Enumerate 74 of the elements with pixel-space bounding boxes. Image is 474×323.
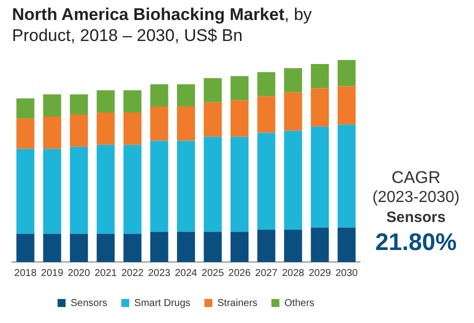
bar (70, 114, 88, 147)
bar (177, 106, 195, 141)
bar (96, 90, 115, 113)
bar (284, 92, 302, 131)
bar (338, 228, 356, 262)
bar (16, 148, 34, 234)
bar (284, 68, 302, 92)
bar (230, 100, 249, 137)
bar (43, 234, 62, 262)
legend-label: Sensors (70, 298, 108, 309)
x-tick-label: 2028 (282, 268, 305, 279)
bar (230, 232, 249, 262)
bar (338, 60, 356, 86)
bar (204, 136, 222, 232)
bar (150, 140, 168, 232)
bar (96, 144, 115, 234)
bar (230, 136, 249, 232)
bar (204, 78, 222, 102)
x-tick-label: 2022 (121, 268, 144, 279)
bar (70, 146, 88, 234)
text: CAGR (390, 168, 442, 188)
bar (284, 230, 302, 262)
bar (257, 230, 276, 262)
bar (177, 232, 195, 262)
x-tick-label: 2030 (335, 268, 358, 279)
x-tick-label: 2026 (228, 268, 252, 279)
bar (16, 234, 34, 262)
x-tick-label: 2018 (14, 268, 37, 279)
legend-label: Strainers (217, 298, 258, 309)
bar (96, 234, 115, 262)
bar (177, 84, 195, 106)
bar (123, 234, 142, 262)
x-tick-label: 2021 (94, 268, 118, 279)
bar (257, 96, 276, 133)
bar (310, 126, 329, 228)
x-tick-label: 2019 (41, 268, 64, 279)
bar (123, 90, 142, 113)
text: 21.80% (374, 228, 458, 258)
x-tick-label: 2024 (174, 268, 198, 279)
bar (96, 112, 115, 145)
x-tick-label: 2029 (308, 268, 332, 279)
bar (257, 72, 276, 96)
bar (70, 94, 88, 115)
chart-title: North America Biohacking Market, by Product, 2018 – 2030, US$ Bn (12, 5, 312, 45)
bar (43, 116, 62, 149)
bar (150, 106, 168, 141)
bar (204, 102, 222, 137)
x-tick-label: 2020 (68, 268, 90, 279)
bar (310, 64, 329, 88)
bar (150, 84, 168, 106)
bar (284, 130, 302, 230)
bar (338, 124, 356, 228)
legend-label: Others (284, 298, 314, 309)
legend-label: Smart Drugs (134, 298, 190, 309)
x-tick-label: 2023 (148, 268, 171, 279)
bar (123, 144, 142, 234)
bar (43, 148, 62, 234)
x-tick-label: 2027 (255, 268, 278, 279)
bar (43, 94, 62, 117)
bar (16, 118, 34, 149)
bar (150, 232, 168, 262)
bar (70, 234, 88, 262)
bar (230, 76, 249, 100)
bar (338, 86, 356, 125)
bar (257, 132, 276, 230)
bar (123, 112, 142, 145)
bar (177, 140, 195, 232)
bar (16, 98, 34, 119)
bar (310, 88, 329, 127)
x-tick-label: 2025 (202, 268, 224, 279)
text: (2023-2030) (371, 188, 461, 208)
text: Sensors (385, 208, 447, 228)
bar (310, 228, 329, 262)
bar (204, 232, 222, 262)
